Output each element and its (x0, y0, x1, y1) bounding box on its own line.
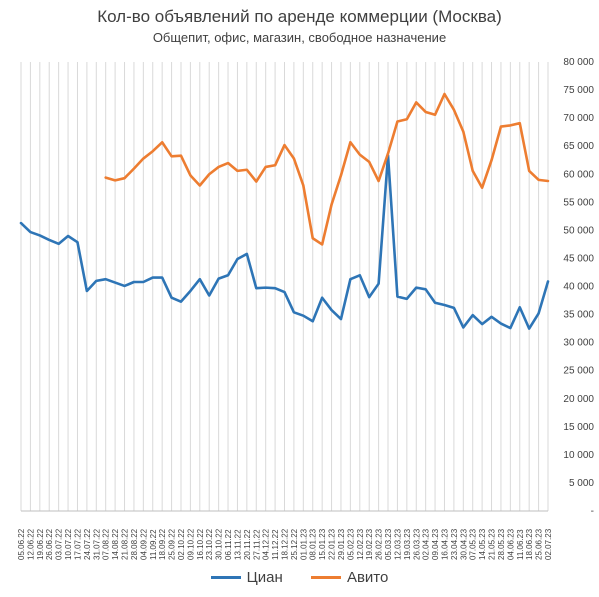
x-tick-label: 11.06.23 (516, 529, 525, 560)
legend: Циан Авито (0, 566, 599, 586)
y-tick-label: 20 000 (563, 394, 594, 405)
legend-swatch-avito (310, 576, 341, 579)
x-tick-label: 24.07.22 (83, 528, 92, 560)
x-tick-label: 19.06.22 (36, 528, 45, 560)
x-tick-label: 18.12.22 (281, 528, 290, 560)
y-tick-label: 5 000 (569, 478, 594, 489)
x-tick-label: 05.03.23 (384, 528, 393, 560)
x-tick-label: 12.03.23 (393, 528, 402, 560)
x-tick-label: 19.03.23 (403, 528, 412, 560)
x-tick-label: 30.10.22 (215, 528, 224, 560)
y-tick-label: 50 000 (563, 225, 594, 236)
x-tick-label: 21.05.23 (488, 528, 497, 560)
chart-title: Кол-во объявлений по аренде коммерции (М… (97, 7, 502, 26)
x-tick-label: 07.08.22 (102, 528, 111, 560)
legend-label-cian: Циан (246, 569, 283, 586)
x-tick-label: 14.08.22 (111, 528, 120, 560)
y-tick-label: 35 000 (563, 310, 594, 321)
x-tick-label: 10.07.22 (64, 528, 73, 560)
x-tick-label: 06.11.22 (224, 529, 233, 560)
x-tick-label: 05.02.23 (346, 528, 355, 560)
x-tick-label: 02.04.23 (422, 528, 431, 560)
x-tick-label: 25.06.23 (535, 528, 544, 560)
x-tick-label: 02.10.22 (177, 528, 186, 560)
x-tick-label: 25.12.22 (290, 528, 299, 560)
x-tick-label: 26.02.23 (375, 528, 384, 560)
chart-subtitle: Общепит, офис, магазин, свободное назнач… (152, 30, 447, 45)
x-tick-label: 23.10.22 (205, 528, 214, 560)
x-tick-label: 13.11.22 (233, 529, 242, 560)
y-tick-label: 60 000 (563, 169, 594, 180)
x-tick-label: 28.08.22 (130, 528, 139, 560)
x-tick-label: 03.07.22 (55, 528, 64, 560)
x-tick-label: 18.06.23 (525, 528, 534, 560)
x-tick-label: 25.09.22 (168, 528, 177, 560)
x-tick-label: 04.12.22 (262, 528, 271, 560)
x-tick-label: 11.09.22 (149, 529, 158, 560)
y-tick-label: 10 000 (563, 450, 594, 461)
series-line-avito (104, 92, 550, 246)
x-tick-label: 17.07.22 (73, 528, 82, 560)
x-tick-label: 02.07.23 (544, 528, 553, 560)
x-tick-label: 04.06.23 (506, 528, 515, 560)
y-axis-ticks: - 5 000 10 000 15 000 20 000 25 000 30 000 35 0… (563, 57, 594, 517)
y-tick-label: 80 000 (563, 57, 594, 68)
y-tick-label: 70 000 (563, 113, 594, 124)
x-tick-label: 09.10.22 (186, 528, 195, 560)
x-tick-label: 07.05.23 (469, 528, 478, 560)
legend-label-avito: Авито (346, 569, 389, 586)
legend-item-cian: Циан (210, 569, 283, 586)
x-tick-label: 28.05.23 (497, 528, 506, 560)
x-tick-label: 14.05.23 (478, 528, 487, 560)
y-tick-label: 30 000 (563, 338, 594, 349)
x-tick-label: 21.08.22 (121, 528, 130, 560)
x-tick-label: 01.01.23 (299, 528, 308, 560)
y-tick-label: 65 000 (563, 141, 594, 152)
y-tick-label: 75 000 (563, 85, 594, 96)
x-tick-label: 15.01.23 (318, 528, 327, 560)
x-tick-label: 09.04.23 (431, 528, 440, 560)
x-tick-label: 26.06.22 (45, 528, 54, 560)
x-tick-label: 31.07.22 (92, 528, 101, 560)
series-line-cian (19, 153, 550, 330)
y-tick-label: 25 000 (563, 366, 594, 377)
x-axis-ticks: 05.06.22 12.06.22 19.06.22 26.06.22 03.07.22… (17, 528, 553, 560)
series-lines (19, 92, 550, 330)
y-tick-label: 45 000 (563, 253, 594, 264)
legend-item-avito: Авито (310, 569, 389, 586)
x-tick-label: 05.06.22 (17, 528, 26, 560)
x-tick-label: 29.01.23 (337, 528, 346, 560)
x-tick-label: 16.04.23 (440, 528, 449, 560)
x-tick-label: 22.01.23 (328, 528, 337, 560)
x-tick-label: 04.09.22 (139, 528, 148, 560)
x-tick-label: 30.04.23 (459, 528, 468, 560)
x-tick-label: 26.03.23 (412, 528, 421, 560)
x-tick-label: 12.02.23 (356, 528, 365, 560)
y-tick-label: 40 000 (563, 282, 594, 293)
x-tick-label: 12.06.22 (26, 528, 35, 560)
x-tick-label: 19.02.23 (365, 528, 374, 560)
x-tick-label: 16.10.22 (196, 528, 205, 560)
x-tick-label: 08.01.23 (309, 528, 318, 560)
y-tick-label: - (591, 506, 594, 517)
y-tick-label: 15 000 (563, 422, 594, 433)
legend-swatch-cian (210, 576, 241, 579)
x-tick-label: 20.11.22 (243, 529, 252, 560)
x-tick-label: 27.11.22 (252, 529, 261, 560)
y-tick-label: 55 000 (563, 197, 594, 208)
x-tick-label: 18.09.22 (158, 528, 167, 560)
grid (20, 62, 549, 512)
x-tick-label: 23.04.23 (450, 528, 459, 560)
x-tick-label: 11.12.22 (271, 529, 280, 560)
